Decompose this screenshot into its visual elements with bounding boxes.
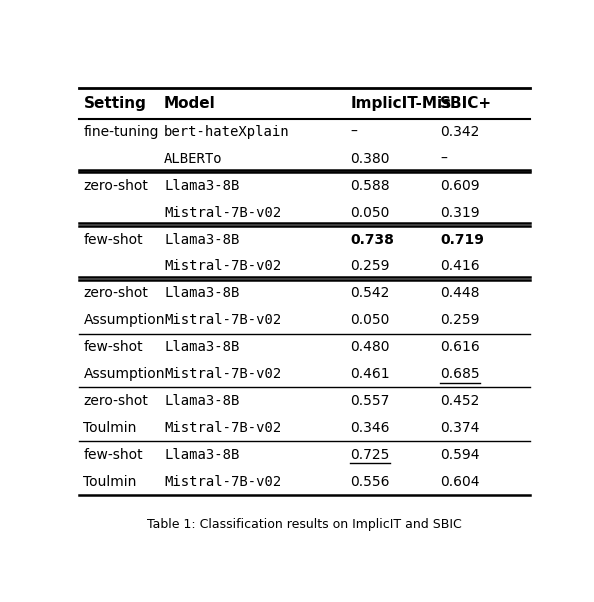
Text: Mistral-7B-v02: Mistral-7B-v02 bbox=[164, 367, 282, 381]
Text: 0.557: 0.557 bbox=[350, 394, 390, 408]
Text: 0.542: 0.542 bbox=[350, 287, 390, 300]
Text: Mistral-7B-v02: Mistral-7B-v02 bbox=[164, 474, 282, 489]
Text: 0.609: 0.609 bbox=[440, 179, 480, 193]
Text: Llama3-8B: Llama3-8B bbox=[164, 287, 239, 300]
Text: 0.719: 0.719 bbox=[440, 232, 484, 247]
Text: 0.594: 0.594 bbox=[440, 448, 480, 462]
Text: Setting: Setting bbox=[83, 96, 146, 111]
Text: Model: Model bbox=[164, 96, 216, 111]
Text: 0.480: 0.480 bbox=[350, 340, 390, 354]
Text: zero-shot: zero-shot bbox=[83, 287, 148, 300]
Text: Mistral-7B-v02: Mistral-7B-v02 bbox=[164, 313, 282, 327]
Text: Mistral-7B-v02: Mistral-7B-v02 bbox=[164, 259, 282, 273]
Text: 0.448: 0.448 bbox=[440, 287, 480, 300]
Text: Toulmin: Toulmin bbox=[83, 474, 137, 489]
Text: zero-shot: zero-shot bbox=[83, 394, 148, 408]
Text: ALBERTo: ALBERTo bbox=[164, 152, 223, 166]
Text: 0.346: 0.346 bbox=[350, 421, 390, 435]
Text: SBIC+: SBIC+ bbox=[440, 96, 492, 111]
Text: bert-hateXplain: bert-hateXplain bbox=[164, 125, 290, 139]
Text: 0.050: 0.050 bbox=[350, 206, 390, 220]
Text: fine-tuning: fine-tuning bbox=[83, 125, 159, 139]
Text: –: – bbox=[440, 152, 447, 166]
Text: Mistral-7B-v02: Mistral-7B-v02 bbox=[164, 421, 282, 435]
Text: –: – bbox=[350, 125, 358, 139]
Text: 0.461: 0.461 bbox=[350, 367, 390, 381]
Text: 0.604: 0.604 bbox=[440, 474, 480, 489]
Text: 0.374: 0.374 bbox=[440, 421, 479, 435]
Text: 0.452: 0.452 bbox=[440, 394, 479, 408]
Text: 0.259: 0.259 bbox=[350, 259, 390, 273]
Text: 0.380: 0.380 bbox=[350, 152, 390, 166]
Text: Assumption: Assumption bbox=[83, 367, 165, 381]
Text: 0.050: 0.050 bbox=[350, 313, 390, 327]
Text: Llama3-8B: Llama3-8B bbox=[164, 340, 239, 354]
Text: 0.416: 0.416 bbox=[440, 259, 480, 273]
Text: 0.342: 0.342 bbox=[440, 125, 479, 139]
Text: 0.738: 0.738 bbox=[350, 232, 394, 247]
Text: ImplicIT-Mis: ImplicIT-Mis bbox=[350, 96, 451, 111]
Text: few-shot: few-shot bbox=[83, 340, 143, 354]
Text: Llama3-8B: Llama3-8B bbox=[164, 232, 239, 247]
Text: Mistral-7B-v02: Mistral-7B-v02 bbox=[164, 206, 282, 220]
Text: Assumption: Assumption bbox=[83, 313, 165, 327]
Text: Llama3-8B: Llama3-8B bbox=[164, 448, 239, 462]
Text: 0.319: 0.319 bbox=[440, 206, 480, 220]
Text: 0.259: 0.259 bbox=[440, 313, 480, 327]
Text: Table 1: Classification results on ImplicIT and SBIC: Table 1: Classification results on Impli… bbox=[147, 518, 462, 531]
Text: 0.685: 0.685 bbox=[440, 367, 480, 381]
Text: 0.725: 0.725 bbox=[350, 448, 390, 462]
Text: few-shot: few-shot bbox=[83, 448, 143, 462]
Text: 0.588: 0.588 bbox=[350, 179, 390, 193]
Text: 0.556: 0.556 bbox=[350, 474, 390, 489]
Text: few-shot: few-shot bbox=[83, 232, 143, 247]
Text: Llama3-8B: Llama3-8B bbox=[164, 394, 239, 408]
Text: zero-shot: zero-shot bbox=[83, 179, 148, 193]
Text: Toulmin: Toulmin bbox=[83, 421, 137, 435]
Text: Llama3-8B: Llama3-8B bbox=[164, 179, 239, 193]
Text: 0.616: 0.616 bbox=[440, 340, 480, 354]
